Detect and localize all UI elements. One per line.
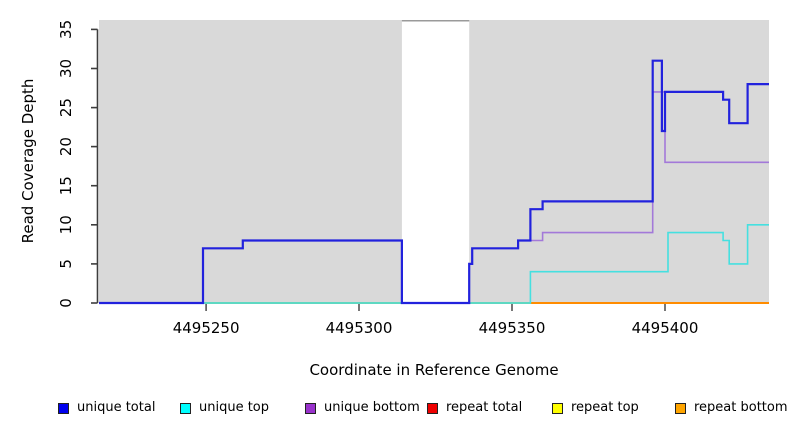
- legend-swatch-icon: [427, 402, 438, 414]
- x-tick-label: 4495350: [479, 319, 546, 337]
- legend-item-unique-bottom: unique bottom: [305, 398, 420, 418]
- legend: unique total unique top unique bottom repea…: [0, 398, 792, 422]
- legend-label: repeat total: [446, 400, 523, 415]
- y-tick-label: 35: [57, 20, 75, 39]
- legend-swatch-icon: [552, 402, 563, 414]
- x-tick-label: 4495250: [173, 319, 240, 337]
- legend-swatch-icon: [58, 402, 69, 414]
- series-unique-total: [99, 59, 769, 305]
- y-tick-label: 20: [57, 137, 75, 156]
- x-axis-title: Coordinate in Reference Genome: [309, 361, 559, 379]
- legend-swatch-icon: [180, 402, 191, 414]
- legend-item-repeat-total: repeat total: [427, 398, 522, 418]
- legend-label: unique total: [77, 400, 156, 415]
- legend-item-repeat-bottom: repeat bottom: [675, 398, 788, 418]
- legend-swatch-icon: [675, 402, 686, 414]
- y-tick-label: 10: [57, 215, 75, 234]
- gap-top-edge: [401, 20, 470, 22]
- legend-label: repeat bottom: [694, 400, 788, 415]
- y-tick-label: 30: [57, 59, 75, 78]
- no-coverage-gap: [401, 21, 470, 302]
- x-tick-label: 4495300: [326, 319, 393, 337]
- y-tick-label: 15: [57, 176, 75, 195]
- series-unique-top: [99, 224, 769, 304]
- legend-label: unique bottom: [324, 400, 420, 415]
- legend-item-unique-total: unique total: [58, 398, 155, 418]
- legend-label: repeat top: [571, 400, 639, 415]
- y-tick-label: 0: [57, 298, 75, 308]
- legend-swatch-icon: [305, 402, 316, 414]
- legend-label: unique top: [199, 400, 270, 415]
- y-tick-label: 5: [57, 259, 75, 269]
- y-tick-label: 25: [57, 98, 75, 117]
- y-axis-title: Read Coverage Depth: [19, 78, 37, 244]
- legend-item-repeat-top: repeat top: [552, 398, 639, 418]
- legend-item-unique-top: unique top: [180, 398, 269, 418]
- x-tick-label: 4495400: [632, 319, 699, 337]
